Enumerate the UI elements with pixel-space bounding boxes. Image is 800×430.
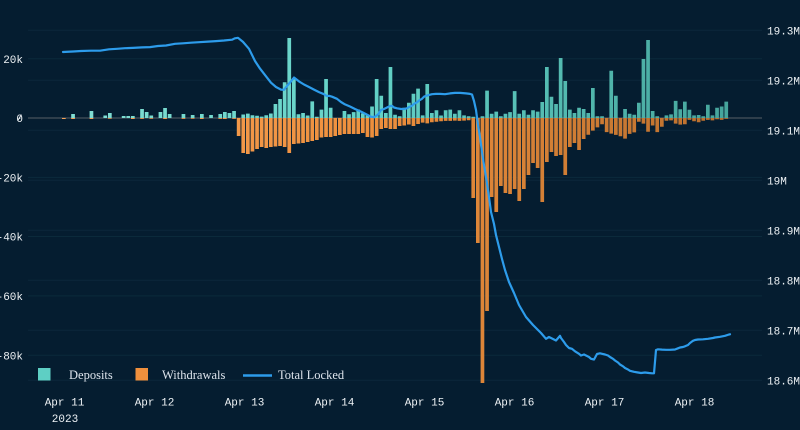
svg-text:Apr 17: Apr 17 [585,398,625,410]
svg-text:Apr 13: Apr 13 [225,398,265,410]
svg-text:Apr 12: Apr 12 [135,398,175,410]
svg-text:18.9M: 18.9M [767,226,800,238]
svg-text:2023: 2023 [52,414,78,426]
svg-text:Total Locked: Total Locked [278,368,345,382]
svg-text:-80k: -80k [0,351,23,363]
svg-text:20k: 20k [3,55,23,67]
svg-text:19.3M: 19.3M [767,26,800,38]
svg-text:Apr 18: Apr 18 [675,398,715,410]
svg-text:Apr 16: Apr 16 [495,398,535,410]
svg-text:Apr 11: Apr 11 [45,398,85,410]
svg-text:18.7M: 18.7M [767,326,800,338]
svg-text:18.6M: 18.6M [767,376,800,388]
svg-text:-20k: -20k [0,173,23,185]
svg-text:-40k: -40k [0,233,23,245]
svg-text:0: 0 [16,114,23,126]
svg-text:-60k: -60k [0,292,23,304]
svg-text:Withdrawals: Withdrawals [162,368,226,382]
svg-text:19.2M: 19.2M [767,76,800,88]
svg-text:19.1M: 19.1M [767,126,800,138]
svg-text:19M: 19M [767,176,787,188]
svg-text:18.8M: 18.8M [767,276,800,288]
svg-text:Deposits: Deposits [69,368,113,382]
svg-text:Apr 14: Apr 14 [315,398,355,410]
svg-text:Apr 15: Apr 15 [405,398,445,410]
